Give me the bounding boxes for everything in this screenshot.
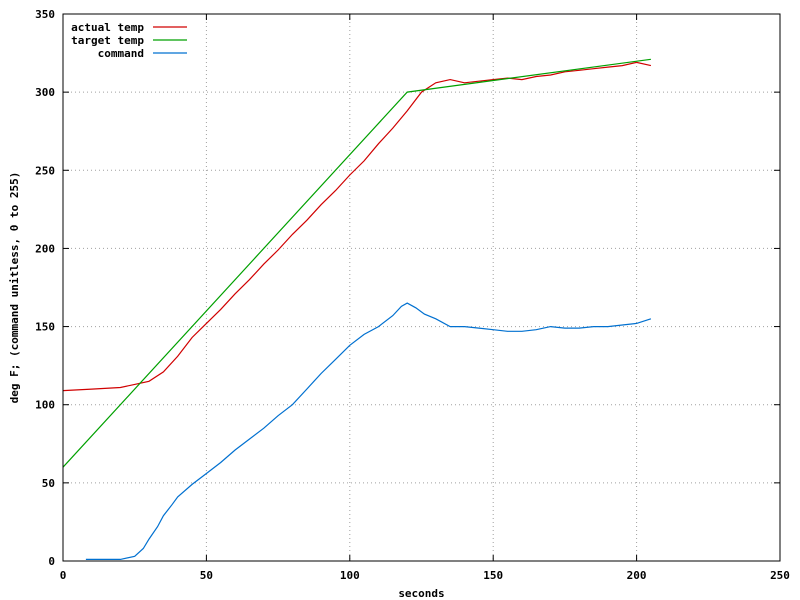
y-tick-label: 0 xyxy=(48,555,55,568)
y-tick-label: 300 xyxy=(35,86,55,99)
x-tick-label: 150 xyxy=(483,569,503,582)
x-tick-label: 100 xyxy=(340,569,360,582)
y-tick-label: 50 xyxy=(42,477,55,490)
y-tick-label: 350 xyxy=(35,8,55,21)
series-line-target-temp xyxy=(62,58,651,468)
legend-label: target temp xyxy=(71,34,144,47)
series-lines xyxy=(62,58,652,560)
ticks: 0 50 100 150 200 250 0 50 100 150 200 250 300 350 xyxy=(35,8,790,582)
y-tick-label: 100 xyxy=(35,399,55,412)
x-tick-label: 50 xyxy=(200,569,213,582)
x-tick-label: 0 xyxy=(60,569,67,582)
legend-label: actual temp xyxy=(71,21,144,34)
x-axis-label: seconds xyxy=(398,587,444,600)
legend-label: command xyxy=(98,47,144,60)
y-tick-label: 200 xyxy=(35,242,55,255)
y-axis-label: deg F; (command unitless, 0 to 255) xyxy=(8,172,21,404)
y-tick-label: 250 xyxy=(35,164,55,177)
series-line-command xyxy=(85,302,652,560)
x-tick-label: 200 xyxy=(627,569,647,582)
x-tick-label: 250 xyxy=(770,569,790,582)
series-line-actual-temp xyxy=(62,61,652,392)
y-tick-label: 150 xyxy=(35,321,55,334)
plot-frame xyxy=(62,13,781,562)
